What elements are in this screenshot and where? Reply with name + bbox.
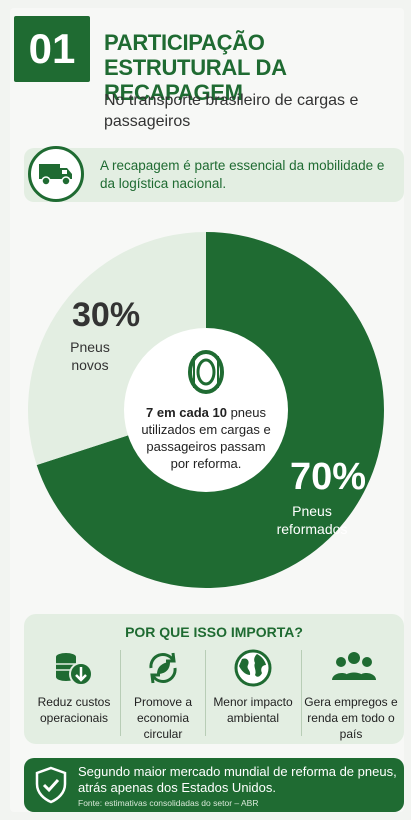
pie-center-hole (124, 328, 288, 492)
why-item-label: Reduz custos operacionais (37, 695, 111, 725)
divider (301, 650, 302, 736)
divider (120, 650, 121, 736)
section-number: 01 (14, 16, 90, 82)
tire-icon (182, 350, 230, 394)
slice-label-name-reformados: Pneus reformados (276, 503, 348, 537)
slice-label-value-novos: 30% (72, 296, 141, 334)
coins-down-icon (54, 648, 94, 688)
footer-source: Fonte: estimativas consolidadas do setor… (78, 798, 259, 808)
shield-check-icon (34, 766, 68, 804)
divider (205, 650, 206, 736)
why-item-label: Menor impacto ambiental (213, 695, 293, 725)
why-item-environment: Menor impacto ambiental (208, 644, 298, 740)
recycle-leaf-icon (143, 648, 183, 688)
why-title: POR QUE ISSO IMPORTA? (125, 624, 303, 640)
footer-text: Segundo maior mercado mundial de reforma… (78, 764, 397, 795)
people-icon (331, 648, 376, 688)
page-title: PARTICIPAÇÃO ESTRUTURAL DA RECAPAGEM (104, 30, 286, 105)
intro-banner-text: A recapagem é parte essencial da mobilid… (100, 158, 385, 191)
why-item-label: Promove a economia circular (133, 695, 193, 741)
why-item-circular: Promove a economia circular (124, 644, 202, 741)
footer-banner (24, 758, 404, 812)
slice-label-value-reformados: 70% (290, 456, 367, 498)
pie-center-text-bold: 7 em cada 10 (146, 405, 227, 420)
intro-banner (24, 148, 404, 202)
slice-label-name-novos: Pneus novos (70, 339, 110, 373)
pie-center-text: 7 em cada 10 pneus utilizados em cargas … (136, 404, 276, 472)
truck-icon (28, 146, 84, 202)
why-item-costs: Reduz custos operacionais (30, 644, 118, 740)
pie-chart (0, 210, 411, 610)
pie-center-text-rest: pneus utilizados em cargas e passageiros… (141, 405, 271, 471)
why-item-label: Gera empregos e renda em todo o país (304, 695, 398, 741)
globe-icon (233, 648, 273, 688)
page-subtitle: No transporte brasileiro de cargas e pas… (104, 92, 359, 130)
why-item-jobs: Gera empregos e renda em todo o país (304, 644, 398, 741)
